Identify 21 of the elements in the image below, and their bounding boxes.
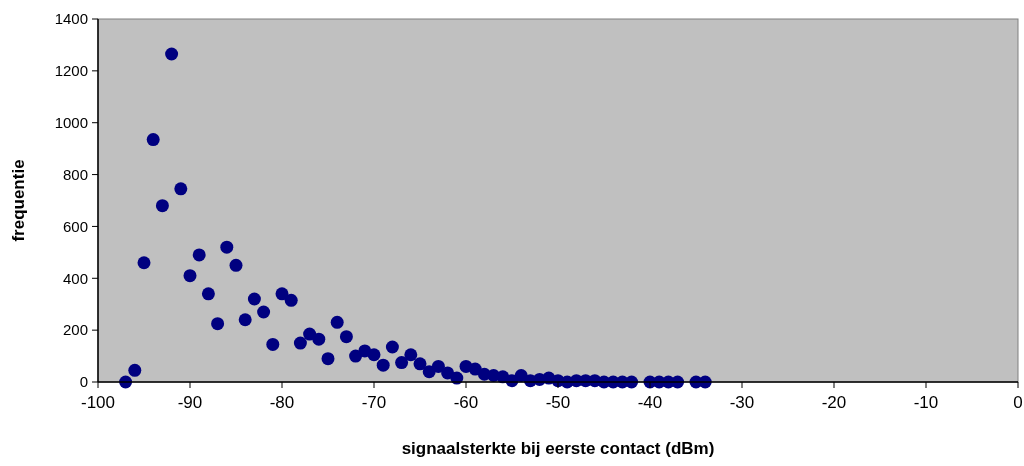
y-tick-label: 600 (62, 217, 88, 235)
x-tick-label: -10 (913, 393, 939, 412)
x-tick-label: -20 (821, 393, 847, 412)
x-axis-title: signaalsterkte bij eerste contact (dBm) (401, 439, 715, 458)
y-tick-label: 0 (79, 373, 88, 391)
y-axis-title: frequentie (9, 159, 28, 242)
x-tick-label: 0 (1013, 393, 1023, 412)
x-tick-label: -70 (361, 393, 387, 412)
x-tick-label: -50 (545, 393, 571, 412)
y-tick-label: 1400 (54, 10, 88, 28)
x-tick-label: -90 (177, 393, 203, 412)
y-tick-label: 1000 (54, 113, 88, 131)
y-tick-label: 400 (62, 269, 88, 287)
y-tick-label: 1200 (54, 62, 88, 80)
x-tick-label: -60 (453, 393, 479, 412)
y-tick-label: 800 (62, 165, 88, 183)
x-tick-label: -30 (729, 393, 755, 412)
x-tick-label: -100 (80, 393, 116, 412)
y-tick-label: 200 (62, 321, 88, 339)
x-tick-label: -80 (269, 393, 295, 412)
x-tick-label: -40 (637, 393, 663, 412)
